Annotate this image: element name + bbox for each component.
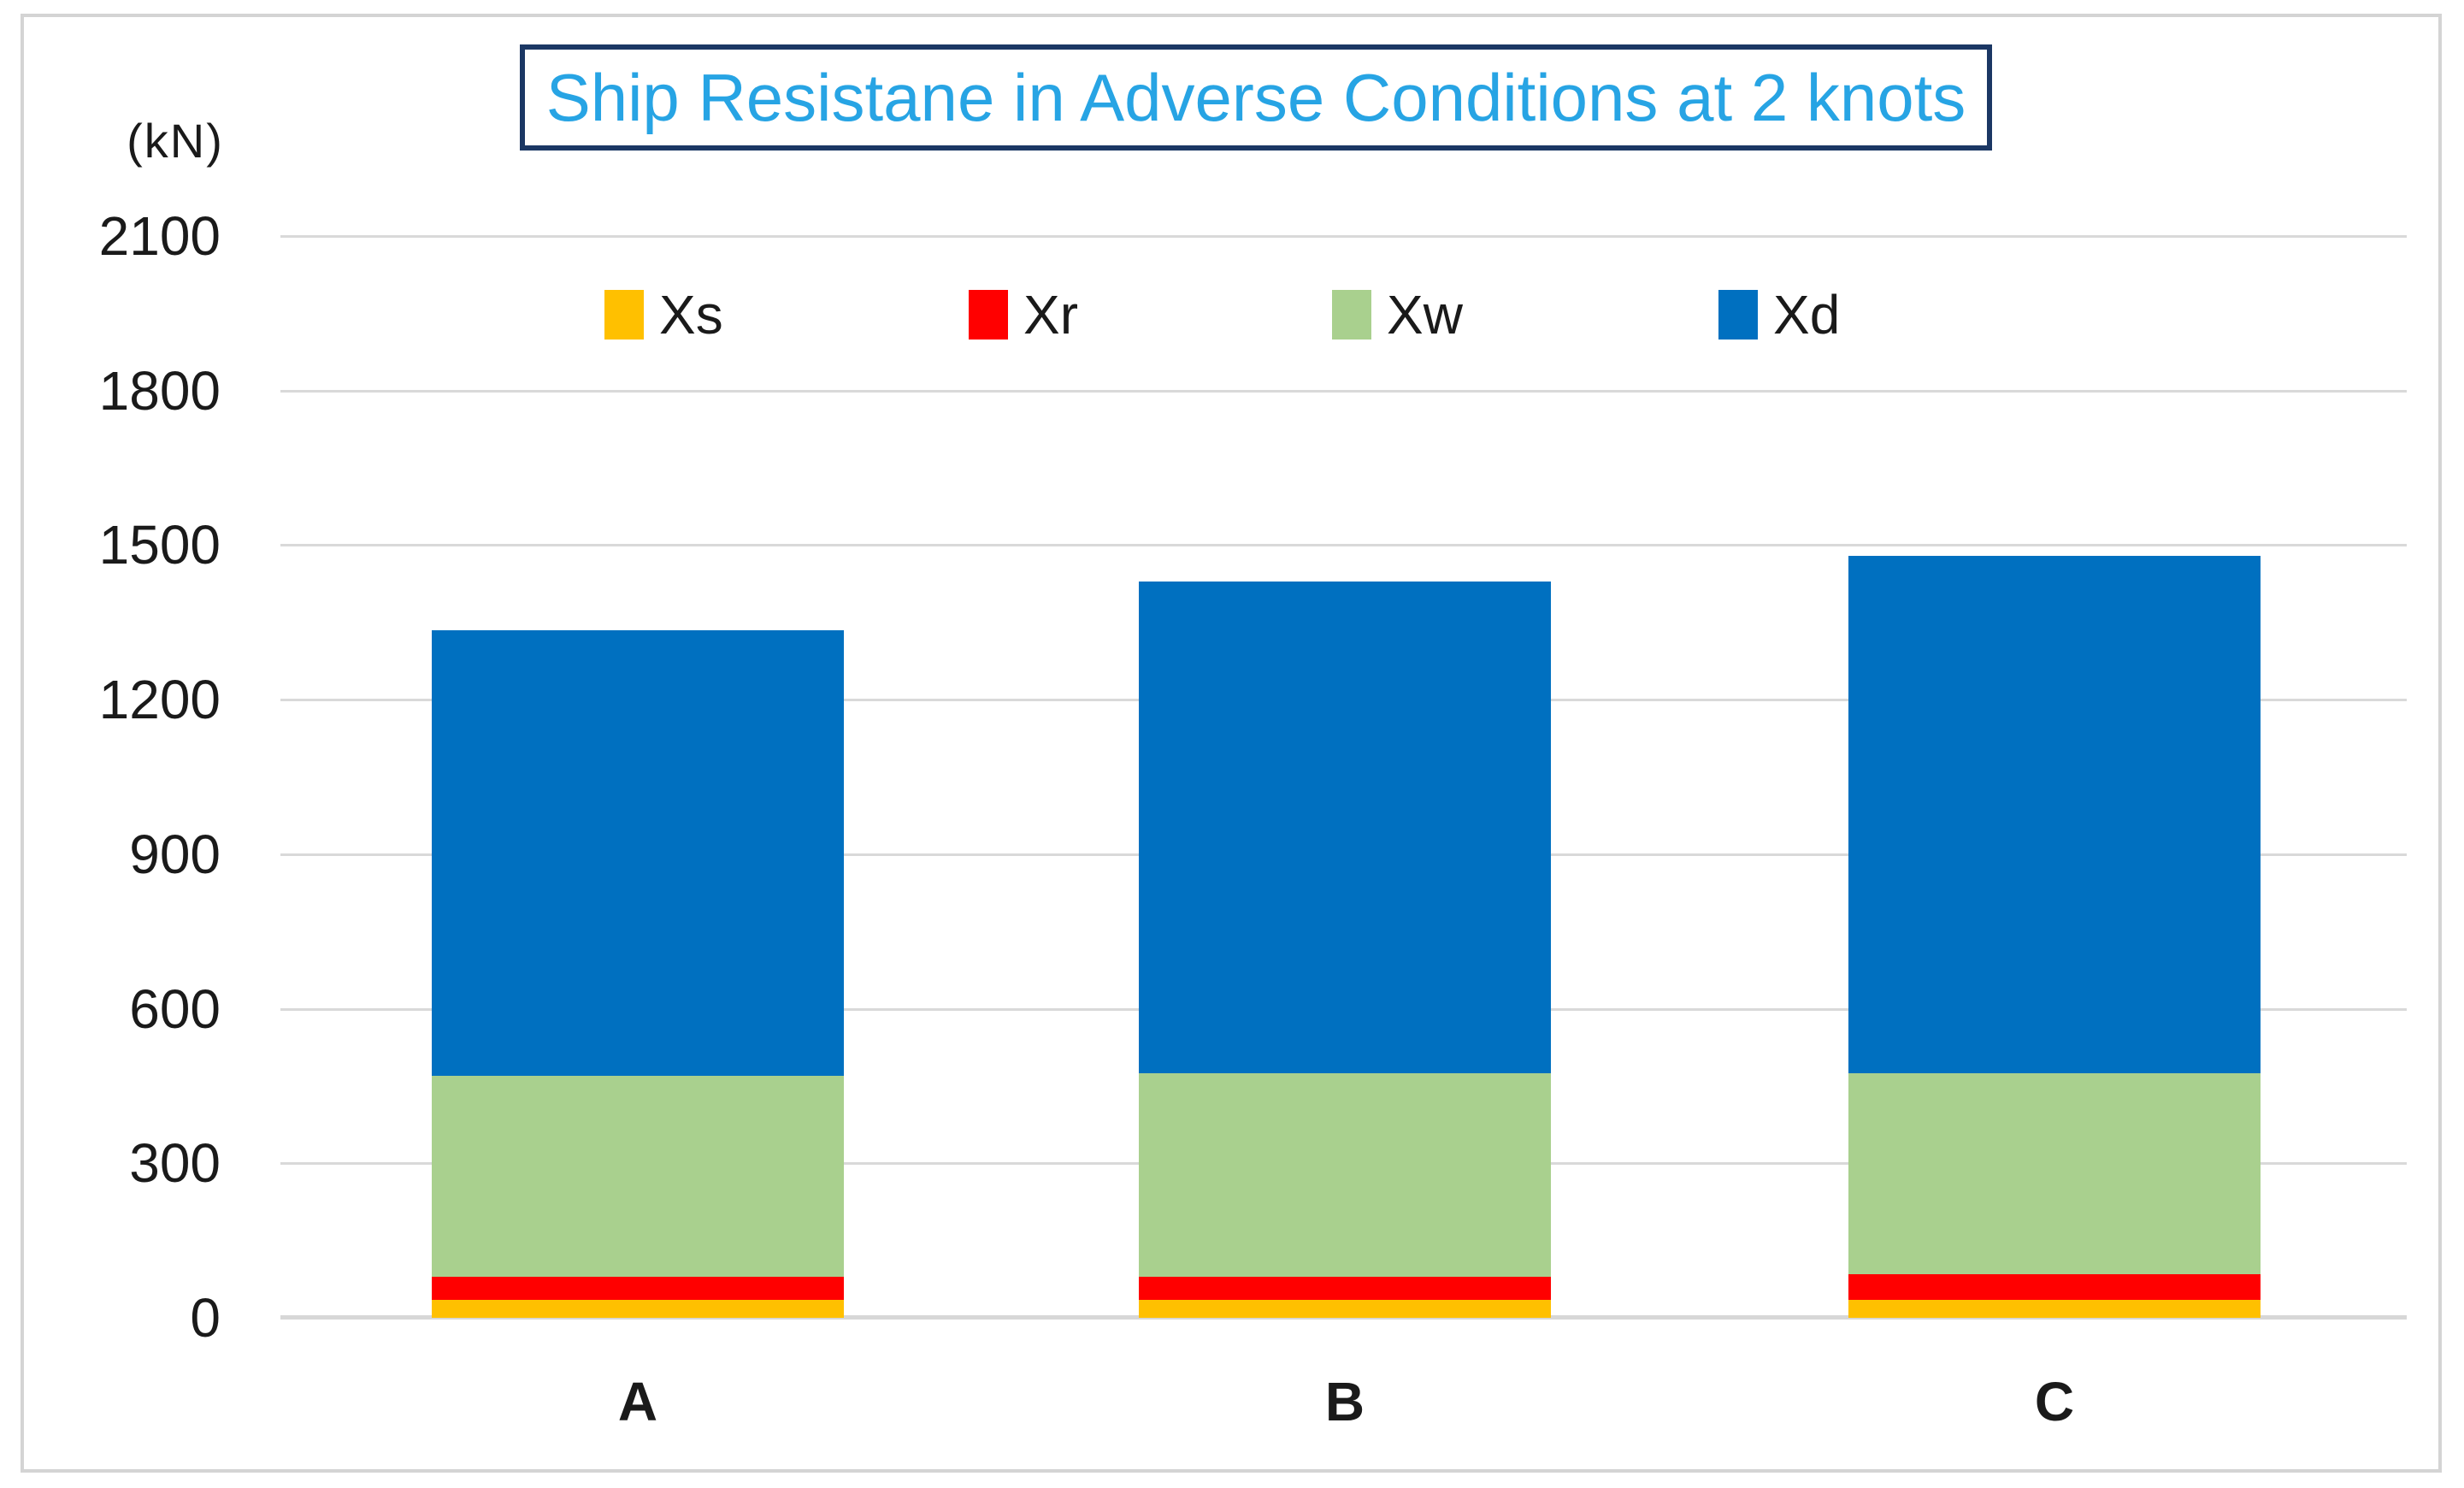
gridline xyxy=(280,235,2407,238)
y-tick-label: 0 xyxy=(190,1287,221,1349)
y-tick-label: 2100 xyxy=(98,205,221,267)
legend-label-Xd: Xd xyxy=(1773,284,1841,345)
bar-segment-Xd-C xyxy=(1848,556,2261,1073)
y-tick-label: 300 xyxy=(129,1132,221,1194)
legend-swatch-Xs xyxy=(604,290,644,340)
bar-segment-Xd-B xyxy=(1139,582,1551,1073)
legend-label-Xw: Xw xyxy=(1387,284,1463,345)
legend-entry-Xr: Xr xyxy=(969,284,1078,345)
legend-entry-Xw: Xw xyxy=(1332,284,1463,345)
bar-stack-C xyxy=(1848,556,2261,1318)
legend-swatch-Xw xyxy=(1332,290,1371,340)
y-tick-label: 900 xyxy=(129,824,221,885)
chart-title: Ship Resistane in Adverse Conditions at … xyxy=(545,60,1966,135)
gridline xyxy=(280,390,2407,393)
x-category-label-A: A xyxy=(617,1371,658,1432)
legend-entry-Xd: Xd xyxy=(1718,284,1841,345)
bar-segment-Xr-A xyxy=(432,1277,844,1300)
legend-swatch-Xr xyxy=(969,290,1008,340)
legend-label-Xr: Xr xyxy=(1023,284,1078,345)
legend-label-Xs: Xs xyxy=(659,284,723,345)
y-tick-label: 1800 xyxy=(98,360,221,422)
bar-segment-Xs-C xyxy=(1848,1300,2261,1318)
y-axis-unit-label: (kN) xyxy=(127,114,224,168)
y-tick-label: 600 xyxy=(129,978,221,1040)
x-category-label-B: B xyxy=(1324,1371,1365,1432)
bar-segment-Xw-A xyxy=(432,1076,844,1277)
bar-segment-Xs-B xyxy=(1139,1300,1551,1318)
legend-swatch-Xd xyxy=(1718,290,1758,340)
bar-segment-Xr-C xyxy=(1848,1274,2261,1300)
bar-segment-Xr-B xyxy=(1139,1277,1551,1300)
bar-stack-B xyxy=(1139,582,1551,1318)
legend-entry-Xs: Xs xyxy=(604,284,723,345)
bar-segment-Xd-A xyxy=(432,630,844,1076)
gridline xyxy=(280,544,2407,546)
bar-stack-A xyxy=(432,630,844,1318)
y-tick-label: 1500 xyxy=(98,514,221,576)
plot-area xyxy=(280,235,2407,1320)
bar-segment-Xw-B xyxy=(1139,1073,1551,1277)
bar-segment-Xw-C xyxy=(1848,1073,2261,1274)
bar-segment-Xs-A xyxy=(432,1300,844,1318)
x-category-label-C: C xyxy=(2034,1371,2075,1432)
y-tick-label: 1200 xyxy=(98,669,221,730)
chart-title-box: Ship Resistane in Adverse Conditions at … xyxy=(520,44,1992,151)
